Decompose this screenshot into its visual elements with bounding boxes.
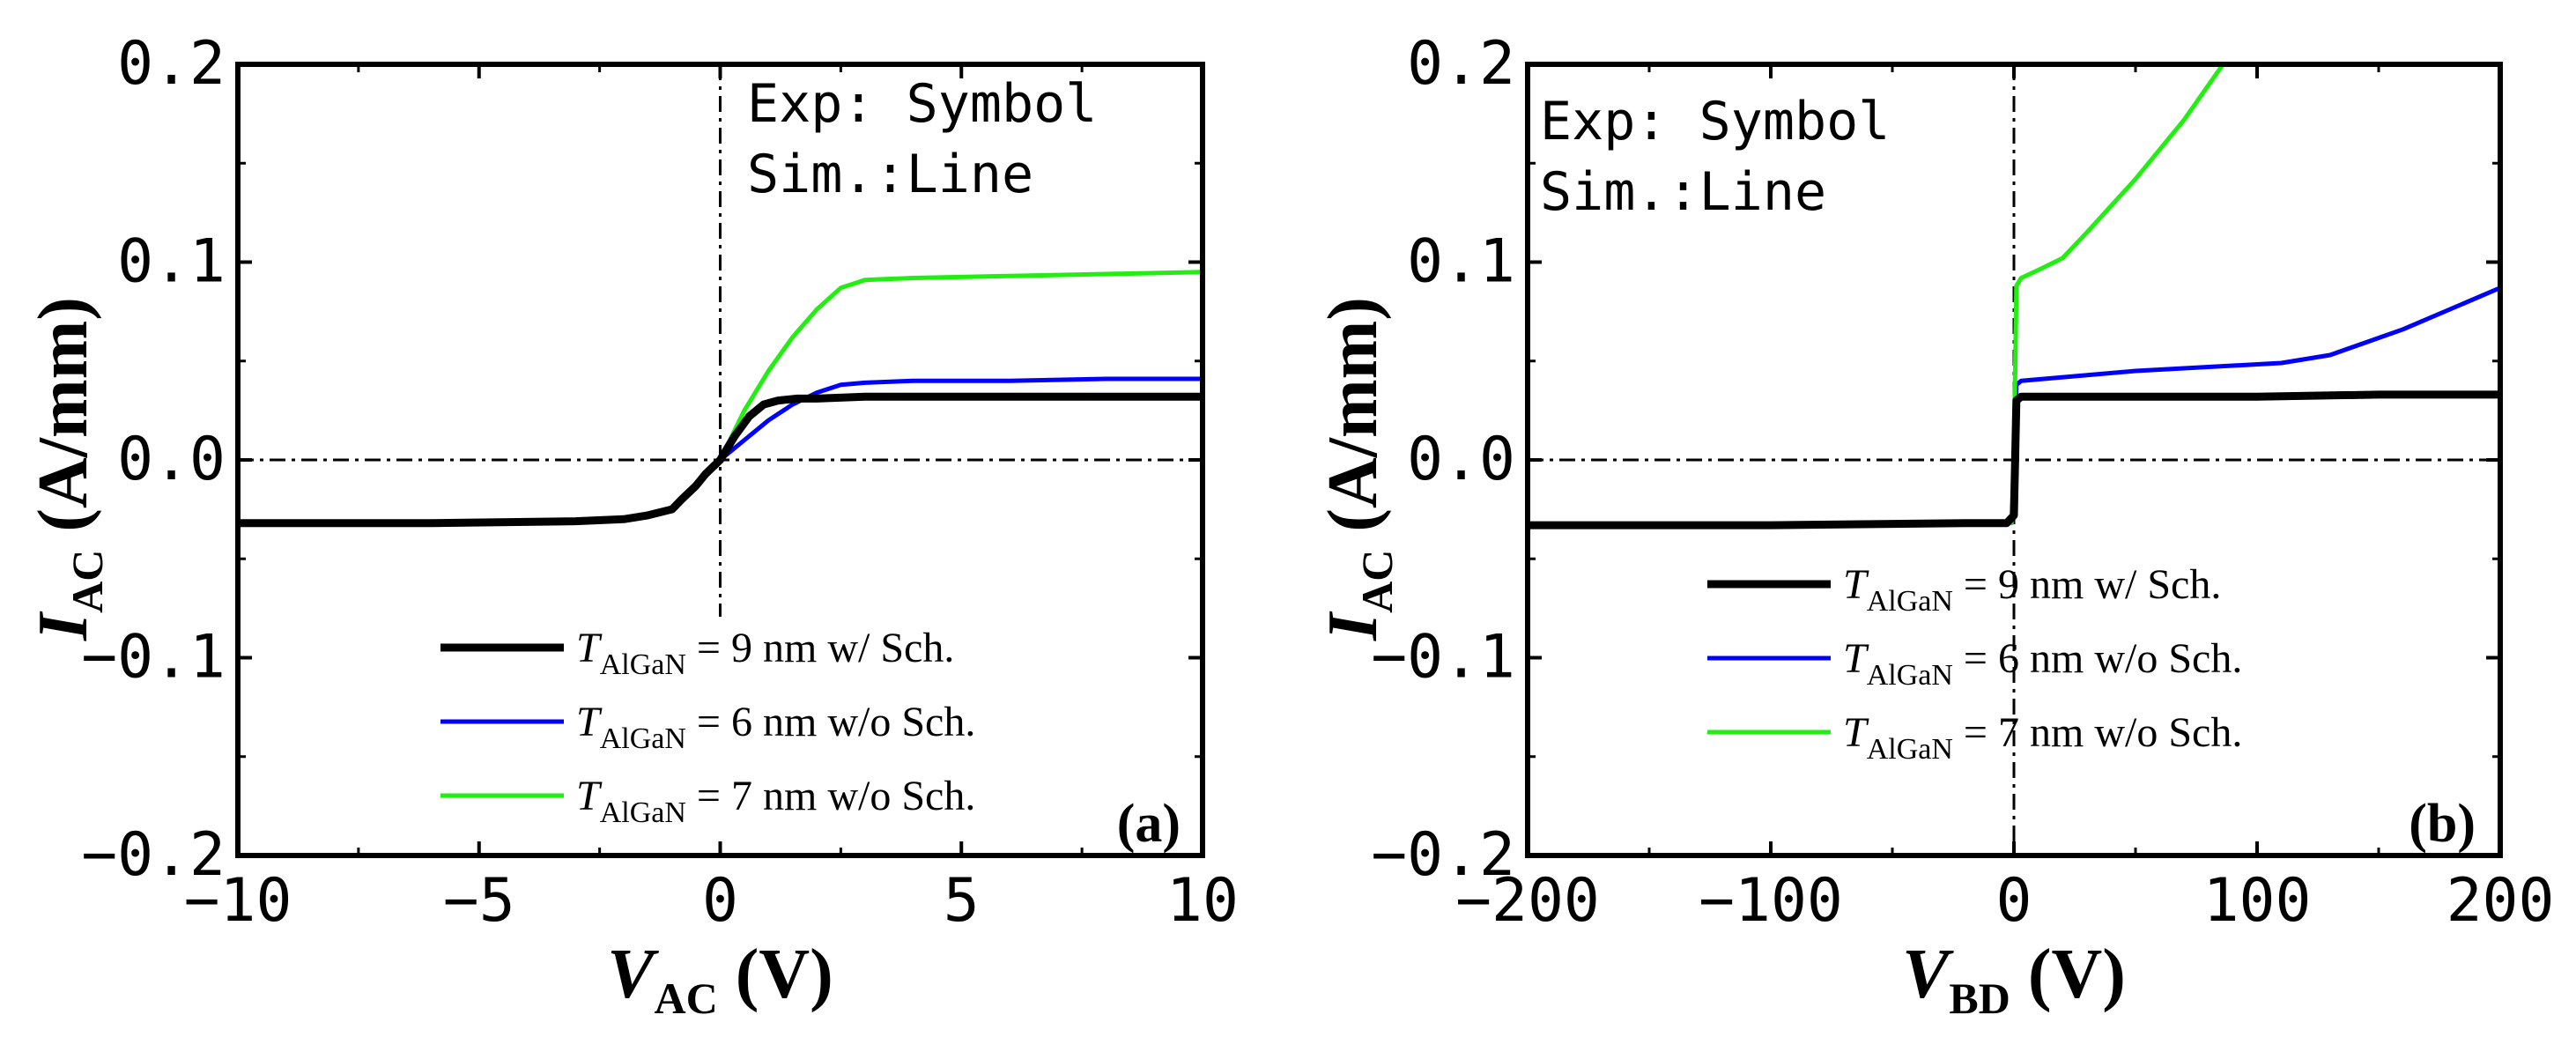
x-tick-label: 10 <box>1166 866 1239 936</box>
annotation-text: Sim.:Line <box>747 144 1033 205</box>
panel-label: (a) <box>1117 794 1181 854</box>
x-tick-label: −5 <box>443 866 515 936</box>
x-tick-label: −10 <box>184 866 292 936</box>
x-axis-unit: (V) <box>718 936 833 1013</box>
legend-rest: = 7 nm w/o Sch. <box>686 773 975 819</box>
y-tick-label: −0.1 <box>81 623 226 693</box>
y-tick-label: 0.1 <box>1407 227 1515 297</box>
legend-rest: = 6 nm w/o Sch. <box>1953 635 2242 682</box>
x-tick-label: −100 <box>1699 866 1843 936</box>
y-axis-subscript: AC <box>63 550 112 613</box>
y-axis-symbol: I <box>1314 611 1392 641</box>
legend-label-3: TAlGaN = 7 nm w/o Sch. <box>576 773 975 829</box>
x-tick-label: 5 <box>944 866 980 936</box>
x-axis-subscript: AC <box>655 974 718 1023</box>
legend-label-1: TAlGaN = 9 nm w/ Sch. <box>1843 561 2221 618</box>
series-line-2 <box>718 376 1203 463</box>
legend-subscript: AlGaN <box>1867 733 1953 766</box>
legend-symbol: T <box>1843 709 1869 756</box>
x-tick-label: 100 <box>2203 866 2312 936</box>
annotation-text: Sim.:Line <box>1540 161 1826 223</box>
annotation-text: Exp: Symbol <box>747 73 1097 135</box>
x-tick-label: 200 <box>2446 866 2555 936</box>
y-axis-symbol: I <box>25 611 102 641</box>
y-axis-subscript: AC <box>1352 550 1402 613</box>
annotation-text: Exp: Symbol <box>1540 91 1890 152</box>
x-tick-label: 0 <box>702 866 738 936</box>
legend-rest: = 9 nm w/ Sch. <box>686 625 954 671</box>
legend-symbol: T <box>1843 561 1869 608</box>
series-group <box>238 270 1203 528</box>
y-axis-title: IAC (A/mm) <box>25 297 112 641</box>
legend-rest: = 9 nm w/ Sch. <box>1953 561 2221 608</box>
legend-symbol: T <box>576 625 603 671</box>
legend-subscript: AlGaN <box>600 796 686 829</box>
y-tick-label: −0.2 <box>81 820 226 890</box>
y-tick-label: −0.1 <box>1371 623 1515 693</box>
series-group <box>1528 64 2500 530</box>
series-line-1 <box>238 392 1203 528</box>
x-axis-symbol: V <box>607 936 659 1013</box>
x-axis-title: VBD (V) <box>1902 936 2126 1023</box>
legend-symbol: T <box>576 773 603 819</box>
y-tick-label: 0.0 <box>1407 425 1515 494</box>
legend-symbol: T <box>1843 635 1869 682</box>
chart-panel-b: −200 −100 0 100 200 −0.2 −0.1 0.0 0.1 0.2 VBD (V) I… <box>1314 29 2554 1023</box>
y-axis-title: IAC (A/mm) <box>1314 297 1402 641</box>
legend-label-3: TAlGaN = 7 nm w/o Sch. <box>1843 709 2242 766</box>
legend-subscript: AlGaN <box>1867 659 1953 692</box>
legend-symbol: T <box>576 699 603 745</box>
x-tick-label: 0 <box>1996 866 2032 936</box>
panel-label: (b) <box>2409 794 2476 854</box>
x-axis-unit: (V) <box>2010 936 2126 1013</box>
y-axis-unit: (A/mm) <box>1314 297 1392 550</box>
series-line-3 <box>2009 64 2225 526</box>
legend-subscript: AlGaN <box>1867 585 1953 618</box>
legend-label-1: TAlGaN = 9 nm w/ Sch. <box>576 625 954 681</box>
series-line-1 <box>1528 390 2500 530</box>
y-tick-label: 0.2 <box>117 29 226 99</box>
y-axis-unit: (A/mm) <box>25 297 102 550</box>
x-axis-subscript: BD <box>1949 974 2010 1023</box>
y-tick-label: 0.2 <box>1407 29 1515 99</box>
legend-subscript: AlGaN <box>600 722 686 755</box>
legend-label-2: TAlGaN = 6 nm w/o Sch. <box>576 699 975 755</box>
legend-rest: = 7 nm w/o Sch. <box>1953 709 2242 756</box>
legend-rest: = 6 nm w/o Sch. <box>686 699 975 745</box>
x-axis-symbol: V <box>1902 936 1954 1013</box>
legend-subscript: AlGaN <box>600 648 686 681</box>
series-line-2 <box>2011 285 2500 463</box>
x-axis-title: VAC (V) <box>607 936 833 1023</box>
y-tick-label: 0.0 <box>117 425 226 494</box>
y-tick-label: −0.2 <box>1371 820 1515 890</box>
x-tick-label: −200 <box>1455 866 1600 936</box>
series-line-3 <box>718 270 1203 463</box>
y-tick-label: 0.1 <box>117 227 226 297</box>
legend-label-2: TAlGaN = 6 nm w/o Sch. <box>1843 635 2242 692</box>
